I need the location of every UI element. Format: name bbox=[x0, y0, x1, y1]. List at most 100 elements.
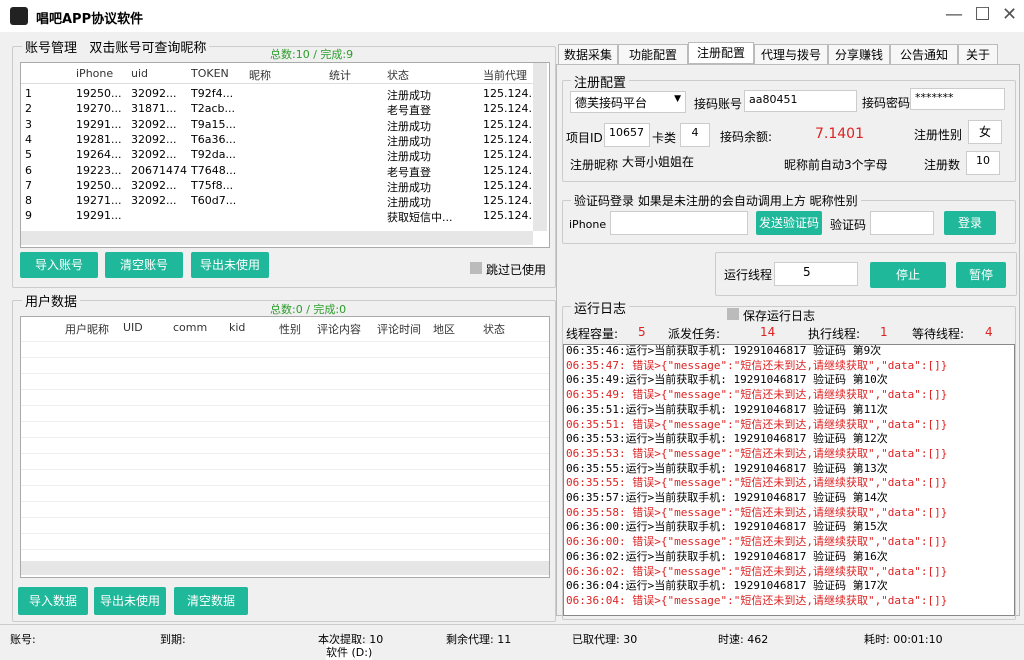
window-title: 唱吧APP协议软件 bbox=[36, 12, 144, 27]
code-input[interactable] bbox=[870, 211, 934, 235]
input[interactable]: 10657 bbox=[604, 123, 650, 147]
label: 卡类 bbox=[652, 131, 677, 145]
row-line bbox=[21, 501, 549, 502]
tab[interactable]: 数据采集 bbox=[558, 44, 618, 66]
input[interactable]: 4 bbox=[680, 123, 710, 147]
label: 接码密码 bbox=[862, 96, 911, 110]
row-line bbox=[21, 485, 549, 486]
value: 4 bbox=[985, 325, 993, 339]
tab[interactable]: 功能配置 bbox=[618, 44, 688, 66]
column-header: 状态 bbox=[387, 69, 409, 82]
button[interactable]: 登录 bbox=[944, 211, 996, 235]
table-cell: 2 bbox=[25, 102, 32, 116]
label: 接码账号 bbox=[694, 97, 743, 111]
table-cell: 32092... bbox=[131, 194, 177, 208]
input[interactable]: 大哥小姐姐在 bbox=[618, 151, 780, 175]
hint: 双击账号可查询昵称 bbox=[89, 41, 207, 56]
column-header: 评论时间 bbox=[377, 323, 421, 336]
table-cell: 19223... bbox=[76, 163, 122, 177]
log-line: 06:36:02:运行>当前获取手机: 19291046817 验证码 第16次 bbox=[566, 549, 888, 563]
row-line bbox=[21, 437, 549, 438]
table-cell: T6a36... bbox=[191, 132, 236, 146]
row-line bbox=[21, 533, 549, 534]
column-header: uid bbox=[131, 67, 149, 80]
label: 昵称前自动3个字母 bbox=[784, 158, 888, 172]
account-group bbox=[12, 46, 556, 288]
table-cell: T92da... bbox=[191, 148, 236, 162]
user-table[interactable]: 用户昵称 UID comm kid 性别 评论内容 评论时间 地区 状态 bbox=[20, 316, 550, 578]
value: 5 bbox=[638, 325, 646, 339]
app-icon bbox=[10, 7, 28, 25]
table-cell: 获取短信中... bbox=[387, 211, 453, 225]
group-title: 运行日志 bbox=[571, 298, 630, 317]
checkbox[interactable] bbox=[470, 262, 482, 274]
row-line bbox=[21, 453, 549, 454]
window-controls[interactable]: — ☐ ✕ bbox=[945, 4, 1018, 25]
log-line: 06:35:49: 错误>{"message":"短信还未到达,请继续获取","… bbox=[566, 388, 948, 402]
table-cell: T75f8... bbox=[191, 178, 234, 192]
input[interactable]: 10 bbox=[966, 151, 1000, 175]
button[interactable]: 导出未使用 bbox=[94, 587, 166, 615]
phone-input[interactable] bbox=[610, 211, 748, 235]
checkbox[interactable] bbox=[727, 308, 739, 320]
tab[interactable]: 公告通知 bbox=[890, 44, 958, 66]
button[interactable]: 导出未使用 bbox=[191, 252, 269, 278]
button[interactable]: 导入数据 bbox=[18, 587, 88, 615]
tab[interactable]: 关于 bbox=[958, 44, 998, 66]
row-line bbox=[21, 469, 549, 470]
group-title: 账号管理 双击账号可查询昵称 bbox=[22, 37, 210, 56]
label: 注册性别 bbox=[914, 128, 963, 142]
log-view: 06:35:46:运行>当前获取手机: 19291046817 验证码 第9次 0… bbox=[563, 344, 1015, 616]
scrollbar bbox=[533, 63, 547, 231]
table-cell: 125.124... bbox=[483, 148, 539, 162]
row-line bbox=[21, 549, 549, 550]
platform-select[interactable]: 德芙接码平台 ▼ bbox=[570, 91, 686, 113]
button[interactable]: 发送验证码 bbox=[756, 211, 822, 235]
stats: 总数:0 / 完成:0 bbox=[270, 303, 347, 316]
button[interactable]: 导入账号 bbox=[20, 252, 98, 278]
table-cell: 19250... bbox=[76, 87, 122, 100]
table-cell: 19291... bbox=[76, 209, 122, 223]
label: 注册昵称 bbox=[570, 158, 619, 172]
button[interactable]: 清空账号 bbox=[105, 252, 183, 278]
button[interactable]: 暂停 bbox=[956, 262, 1006, 288]
spinner[interactable]: 5 bbox=[774, 262, 858, 286]
button[interactable]: 停止 bbox=[870, 262, 946, 288]
column-header: 性别 bbox=[279, 323, 301, 336]
table-cell: 19281... bbox=[76, 132, 122, 146]
label: 接码余额: bbox=[720, 130, 773, 144]
status-field: 耗时: 00:01:10 bbox=[864, 633, 943, 646]
register-group: 注册配置 bbox=[562, 72, 1016, 182]
table-cell: 20671474 bbox=[131, 163, 187, 177]
table-cell: 19271... bbox=[76, 194, 122, 208]
column-header: UID bbox=[123, 321, 143, 334]
tab[interactable]: 代理与拨号 bbox=[754, 44, 828, 66]
value: 1 bbox=[880, 325, 888, 339]
column-header: 评论内容 bbox=[317, 323, 361, 336]
input[interactable]: ******* bbox=[910, 88, 1005, 110]
label: 验证码 bbox=[830, 218, 867, 232]
checkbox-label: 保存运行日志 bbox=[743, 309, 816, 323]
table-cell: 32092... bbox=[131, 178, 177, 192]
input[interactable]: aa80451 bbox=[744, 90, 857, 112]
user-group bbox=[12, 300, 556, 622]
input[interactable]: 女 bbox=[968, 120, 1002, 144]
title-bar bbox=[0, 0, 1024, 32]
column-header: 昵称 bbox=[249, 69, 271, 82]
label: 派发任务: bbox=[668, 327, 721, 341]
table-cell: 3 bbox=[25, 117, 32, 131]
table-cell: 19264... bbox=[76, 148, 122, 162]
login-group: 验证码登录 如果是未注册的会自动调用上方 昵称性别 bbox=[562, 192, 1016, 244]
scrollbar bbox=[21, 231, 533, 245]
log-line: 06:36:04: 错误>{"message":"短信还未到达,请继续获取","… bbox=[566, 593, 948, 607]
row-line bbox=[21, 389, 549, 390]
title: 账号管理 bbox=[25, 41, 78, 56]
table-cell: 19291... bbox=[76, 117, 122, 131]
button[interactable]: 清空数据 bbox=[174, 587, 248, 615]
account-table[interactable]: iPhone uid TOKEN 昵称 统计 状态 当前代理 1 19250... 32092..… bbox=[20, 62, 550, 248]
status-field: 到期: bbox=[160, 633, 186, 646]
log-line: 06:35:49:运行>当前获取手机: 19291046817 验证码 第10次 bbox=[566, 373, 888, 387]
tab[interactable]: 注册配置 bbox=[688, 42, 754, 64]
tab[interactable]: 分享赚钱 bbox=[828, 44, 890, 66]
table-cell: 125.124... bbox=[483, 87, 539, 100]
